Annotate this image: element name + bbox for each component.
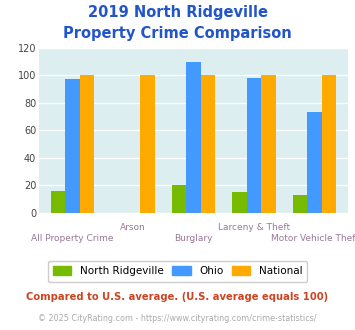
Bar xyxy=(50,191,65,213)
Bar xyxy=(65,80,80,213)
Bar xyxy=(80,75,94,213)
Legend: North Ridgeville, Ohio, National: North Ridgeville, Ohio, National xyxy=(48,261,307,281)
Text: Motor Vehicle Theft: Motor Vehicle Theft xyxy=(271,234,355,243)
Text: © 2025 CityRating.com - https://www.cityrating.com/crime-statistics/: © 2025 CityRating.com - https://www.city… xyxy=(38,314,317,323)
Text: 2019 North Ridgeville: 2019 North Ridgeville xyxy=(87,5,268,20)
Bar xyxy=(307,113,322,213)
Text: Burglary: Burglary xyxy=(174,234,213,243)
Text: Arson: Arson xyxy=(120,223,146,232)
Text: All Property Crime: All Property Crime xyxy=(31,234,114,243)
Text: Property Crime Comparison: Property Crime Comparison xyxy=(63,26,292,41)
Text: Compared to U.S. average. (U.S. average equals 100): Compared to U.S. average. (U.S. average … xyxy=(26,292,329,302)
Bar xyxy=(261,75,276,213)
Bar xyxy=(322,75,337,213)
Bar xyxy=(186,62,201,213)
Bar xyxy=(140,75,155,213)
Bar xyxy=(293,195,307,213)
Bar xyxy=(201,75,215,213)
Text: Larceny & Theft: Larceny & Theft xyxy=(218,223,290,232)
Bar xyxy=(247,78,261,213)
Bar xyxy=(172,185,186,213)
Bar xyxy=(232,192,247,213)
